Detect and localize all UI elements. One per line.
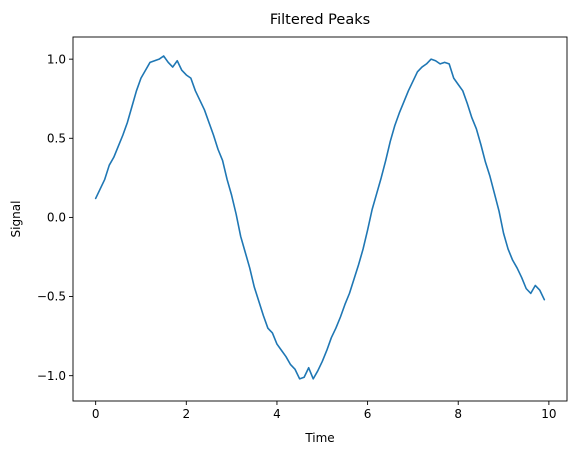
x-tick-label: 2 bbox=[182, 407, 190, 421]
y-tick-label: 0.0 bbox=[47, 211, 66, 225]
signal-line bbox=[94, 55, 546, 380]
plot-area bbox=[72, 36, 568, 402]
chart-title: Filtered Peaks bbox=[270, 12, 370, 28]
x-tick-label: 4 bbox=[273, 407, 281, 421]
y-axis-label: Signal bbox=[9, 201, 23, 238]
y-tick-label: 1.0 bbox=[47, 52, 66, 66]
y-tick-label: 0.5 bbox=[47, 131, 66, 145]
y-axis: −1.0 −0.5 0.0 0.5 1.0 bbox=[37, 52, 73, 383]
x-tick-label: 8 bbox=[454, 407, 462, 421]
y-tick-label: −1.0 bbox=[37, 369, 66, 383]
x-tick-label: 6 bbox=[364, 407, 372, 421]
y-tick-label: −0.5 bbox=[37, 290, 66, 304]
series-layer bbox=[94, 55, 546, 380]
x-axis: 0 2 4 6 8 10 bbox=[92, 401, 557, 421]
x-tick-label: 0 bbox=[92, 407, 100, 421]
x-axis-label: Time bbox=[304, 431, 334, 445]
x-tick-label: 10 bbox=[541, 407, 556, 421]
